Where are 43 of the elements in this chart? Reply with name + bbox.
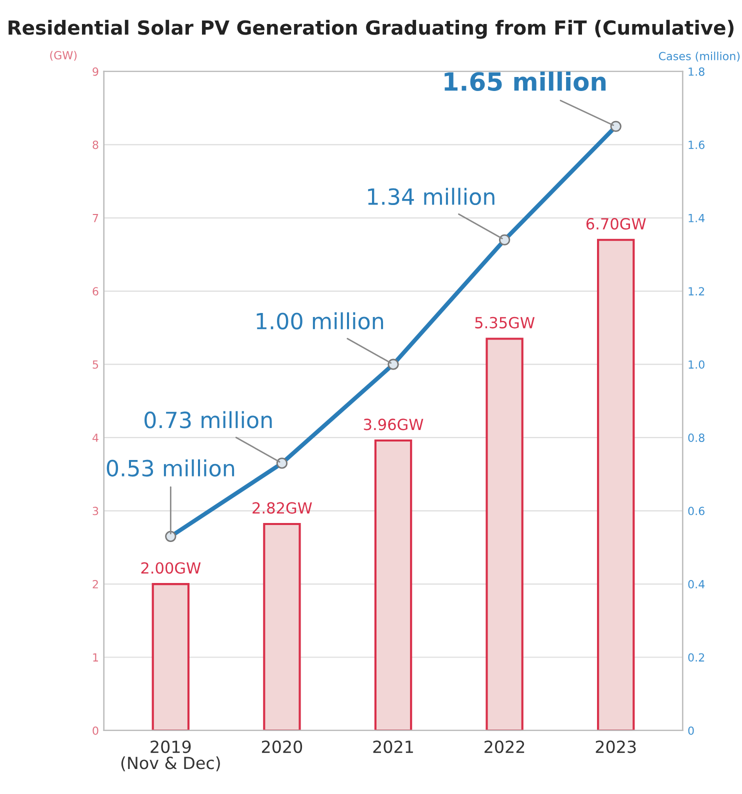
bar: [374, 439, 412, 730]
data-label: 2.82GW: [252, 502, 312, 514]
data-label: 2.00GW: [141, 562, 201, 574]
y2-tick-label: 0.8: [688, 434, 704, 442]
y-tick-label: 0: [92, 726, 98, 735]
y2-tick-label: 1.2: [688, 287, 704, 296]
y-tick-label: 2: [92, 580, 98, 588]
y-tick-label: 7: [92, 214, 98, 222]
chart-title: Residential Solar PV Generation Graduating from FiT (Cumulative): [8, 20, 734, 39]
bar: [263, 522, 301, 730]
data-label: 1.65 million: [444, 72, 606, 91]
x-tick-label: 2022: [484, 740, 524, 754]
data-label: 3.96GW: [364, 418, 424, 430]
y-tick-label: 9: [92, 67, 98, 76]
y-tick-label: 6: [92, 287, 98, 296]
y-tick-label: 8: [92, 140, 98, 150]
data-label: 1.34 million: [368, 188, 494, 206]
data-label: 0.53 million: [106, 459, 234, 477]
y-axis-title: (GW): [50, 50, 77, 61]
x-tick-label: 2021: [373, 740, 413, 754]
y2-tick-label: 1.0: [688, 360, 704, 369]
x-tick-label: 2020: [262, 740, 302, 754]
bar: [152, 582, 190, 730]
data-label: 1.00 million: [256, 312, 384, 330]
y-tick-label: 3: [92, 506, 98, 516]
y2-tick-label: 0.4: [688, 580, 705, 588]
x-tick-label: 2019 (Nov & Dec): [121, 740, 220, 772]
y2-tick-label: 1.8: [688, 67, 704, 76]
y2-tick-label: 1.4: [688, 214, 705, 222]
data-label: 0.73 million: [144, 411, 272, 428]
y2-tick-label: 1.6: [688, 140, 704, 150]
x-tick-label: 2023: [596, 740, 636, 754]
data-label: 5.35GW: [475, 316, 535, 328]
bar: [486, 338, 524, 730]
y2-tick-label: 0: [688, 726, 694, 735]
data-label: 6.70GW: [586, 218, 646, 230]
y2-axis-title: Cases (million): [658, 52, 740, 62]
y2-tick-label: 0.6: [688, 506, 704, 516]
y-tick-label: 4: [92, 434, 98, 442]
y-tick-label: 5: [92, 360, 98, 369]
bar: [597, 238, 635, 730]
y-tick-label: 1: [93, 653, 98, 662]
y2-tick-label: 0.2: [688, 653, 704, 662]
